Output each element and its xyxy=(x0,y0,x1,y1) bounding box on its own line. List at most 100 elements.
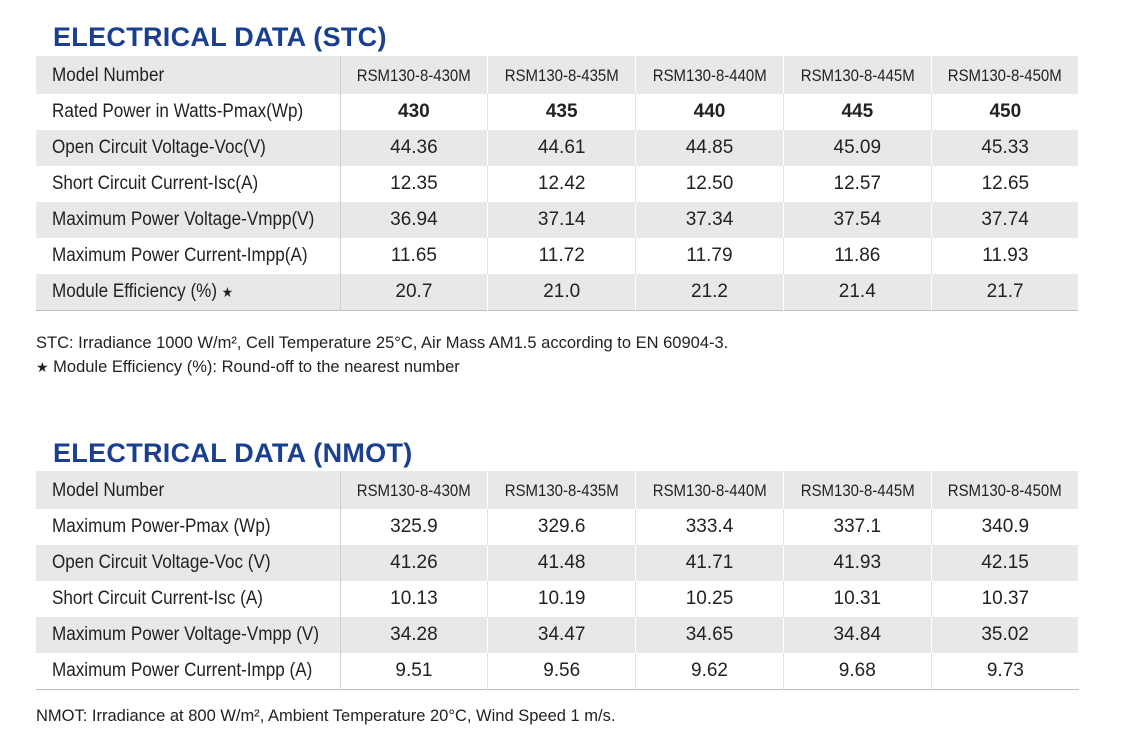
row-label: Open Circuit Voltage-Voc (V) xyxy=(36,545,341,581)
row-label: Open Circuit Voltage-Voc(V) xyxy=(36,130,341,166)
table-row: Maximum Power-Pmax (Wp) 325.9 329.6 333.… xyxy=(36,509,1079,545)
nmot-note: NMOT: Irradiance at 800 W/m², Ambient Te… xyxy=(36,707,616,725)
table-cell: 21.2 xyxy=(635,274,784,311)
model-header: RSM130-8-445M xyxy=(783,56,932,94)
row-label: Rated Power in Watts-Pmax(Wp) xyxy=(36,94,341,130)
table-cell: 10.25 xyxy=(635,581,784,617)
table-cell: 11.86 xyxy=(783,238,932,274)
table-cell: 34.28 xyxy=(340,617,489,653)
table-cell: 12.42 xyxy=(487,166,637,202)
table-cell: 21.4 xyxy=(783,274,932,311)
stc-note: STC: Irradiance 1000 W/m², Cell Temperat… xyxy=(36,334,729,352)
table-cell: 45.09 xyxy=(783,130,932,166)
model-header: RSM130-8-440M xyxy=(635,471,784,509)
table-cell: 11.72 xyxy=(487,238,637,274)
model-header: RSM130-8-440M xyxy=(635,56,784,94)
table-header-row: Model Number RSM130-8-430M RSM130-8-435M… xyxy=(36,471,1080,509)
table-cell: 41.93 xyxy=(783,545,932,581)
star-icon: ★ xyxy=(36,359,49,375)
table-cell: 340.9 xyxy=(981,516,1030,537)
model-header: RSM130-8-435M xyxy=(487,471,637,509)
table-cell: 44.61 xyxy=(487,130,637,166)
table-cell: 9.68 xyxy=(783,653,932,690)
table-cell: 44.85 xyxy=(635,130,784,166)
table-cell: 37.54 xyxy=(783,202,932,238)
table-cell: 445 xyxy=(783,94,932,130)
table-cell: 9.56 xyxy=(487,653,637,690)
table-cell: 34.47 xyxy=(487,617,637,653)
efficiency-footnote: ★ Module Efficiency (%): Round-off to th… xyxy=(36,358,460,376)
model-header: RSM130-8-430M xyxy=(340,56,489,94)
stc-table: Model Number RSM130-8-430M RSM130-8-435M… xyxy=(36,56,1080,311)
table-cell: 20.7 xyxy=(340,274,489,311)
table-row: Maximum Power Current-Impp (A) 9.51 9.56… xyxy=(36,653,1079,690)
table-cell: 10.37 xyxy=(981,588,1030,609)
table-cell: 9.73 xyxy=(986,660,1024,681)
table-row: Short Circuit Current-Isc(A) 12.35 12.42… xyxy=(36,166,1079,202)
table-cell: 430 xyxy=(340,94,489,130)
row-label: Short Circuit Current-Isc(A) xyxy=(36,166,341,202)
table-cell: 435 xyxy=(487,94,637,130)
table-cell: 37.34 xyxy=(635,202,784,238)
table-row: Open Circuit Voltage-Voc(V) 44.36 44.61 … xyxy=(36,130,1080,166)
table-cell: 11.65 xyxy=(340,238,489,274)
nmot-section-title: ELECTRICAL DATA (NMOT) xyxy=(53,438,413,468)
table-cell: 325.9 xyxy=(340,509,489,545)
table-cell: 45.33 xyxy=(931,130,1080,166)
model-header: RSM130-8-450M xyxy=(931,471,1080,509)
table-cell: 329.6 xyxy=(487,509,637,545)
table-cell: 21.0 xyxy=(487,274,637,311)
table-cell: 37.74 xyxy=(931,202,1080,238)
star-icon: ★ xyxy=(221,284,234,300)
table-cell: 34.84 xyxy=(783,617,932,653)
table-cell: 337.1 xyxy=(783,509,932,545)
table-cell: 37.14 xyxy=(487,202,637,238)
model-header: RSM130-8-430M xyxy=(340,471,489,509)
table-row: Maximum Power Current-Impp(A) 11.65 11.7… xyxy=(36,238,1079,274)
table-cell: 10.31 xyxy=(783,581,932,617)
row-label: Maximum Power Voltage-Vmpp(V) xyxy=(36,202,341,238)
table-cell: 12.50 xyxy=(635,166,784,202)
table-cell: 41.26 xyxy=(340,545,489,581)
table-cell: 42.15 xyxy=(931,545,1080,581)
row-label: Maximum Power Current-Impp(A) xyxy=(36,238,341,274)
table-row: Maximum Power Voltage-Vmpp(V) 36.94 37.1… xyxy=(36,202,1080,238)
table-row: Maximum Power Voltage-Vmpp (V) 34.28 34.… xyxy=(36,617,1080,653)
table-cell: 11.79 xyxy=(635,238,784,274)
table-cell: 41.48 xyxy=(487,545,637,581)
table-cell: 9.62 xyxy=(635,653,784,690)
table-cell: 21.7 xyxy=(931,274,1080,311)
row-label: Short Circuit Current-Isc (A) xyxy=(36,581,341,617)
row-label: Maximum Power Voltage-Vmpp (V) xyxy=(36,617,341,653)
table-cell: 12.35 xyxy=(340,166,489,202)
table-header-row: Model Number RSM130-8-430M RSM130-8-435M… xyxy=(36,56,1080,94)
table-cell: 440 xyxy=(635,94,784,130)
model-header: RSM130-8-450M xyxy=(931,56,1080,94)
table-row: Open Circuit Voltage-Voc (V) 41.26 41.48… xyxy=(36,545,1080,581)
table-cell: 41.71 xyxy=(635,545,784,581)
table-cell: 35.02 xyxy=(931,617,1080,653)
header-label: Model Number xyxy=(36,56,341,94)
model-header: RSM130-8-445M xyxy=(783,471,932,509)
stc-section-title: ELECTRICAL DATA (STC) xyxy=(53,22,387,52)
table-row: Rated Power in Watts-Pmax(Wp) 430 435 44… xyxy=(36,94,1079,130)
table-row: Module Efficiency (%) ★ 20.7 21.0 21.2 2… xyxy=(36,274,1080,311)
table-cell: 44.36 xyxy=(340,130,489,166)
table-cell: 10.19 xyxy=(487,581,637,617)
table-cell: 36.94 xyxy=(340,202,489,238)
table-cell: 12.57 xyxy=(783,166,932,202)
table-cell: 9.51 xyxy=(340,653,489,690)
table-cell: 450 xyxy=(989,101,1022,122)
table-cell: 11.93 xyxy=(982,245,1029,266)
table-row: Short Circuit Current-Isc (A) 10.13 10.1… xyxy=(36,581,1079,617)
table-cell: 34.65 xyxy=(635,617,784,653)
row-label: Maximum Power Current-Impp (A) xyxy=(36,653,341,690)
model-header: RSM130-8-435M xyxy=(487,56,637,94)
row-label: Maximum Power-Pmax (Wp) xyxy=(36,509,341,545)
header-label: Model Number xyxy=(36,471,341,509)
nmot-table: Model Number RSM130-8-430M RSM130-8-435M… xyxy=(36,471,1080,690)
table-cell: 12.65 xyxy=(981,173,1030,194)
row-label: Module Efficiency (%) ★ xyxy=(36,274,341,311)
table-cell: 333.4 xyxy=(635,509,784,545)
table-cell: 10.13 xyxy=(340,581,489,617)
